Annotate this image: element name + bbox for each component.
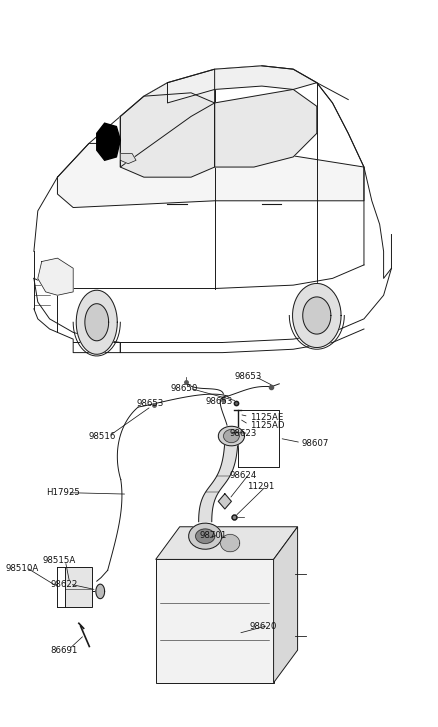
Text: 98620: 98620 — [250, 622, 277, 630]
Text: 98701: 98701 — [199, 531, 227, 540]
Text: 98624: 98624 — [230, 471, 257, 480]
Polygon shape — [215, 89, 317, 167]
Text: 98653: 98653 — [205, 397, 233, 406]
Polygon shape — [274, 527, 297, 683]
Text: 1125AE: 1125AE — [250, 413, 283, 422]
Polygon shape — [120, 69, 215, 167]
Polygon shape — [57, 143, 364, 207]
Text: 11291: 11291 — [247, 482, 275, 491]
Polygon shape — [223, 430, 239, 443]
Polygon shape — [196, 529, 215, 544]
Text: 98607: 98607 — [302, 439, 329, 448]
Polygon shape — [120, 93, 215, 177]
Polygon shape — [218, 494, 231, 509]
Polygon shape — [155, 559, 274, 683]
Polygon shape — [38, 258, 73, 295]
Polygon shape — [120, 153, 136, 164]
Polygon shape — [96, 585, 105, 598]
Text: 98653: 98653 — [137, 399, 164, 408]
Polygon shape — [303, 297, 331, 334]
Text: 98653: 98653 — [234, 372, 261, 381]
Polygon shape — [167, 66, 317, 103]
Polygon shape — [199, 440, 238, 522]
Text: 98510A: 98510A — [5, 563, 38, 573]
Polygon shape — [155, 527, 297, 559]
Polygon shape — [219, 426, 244, 446]
Text: 98650: 98650 — [170, 384, 198, 393]
Text: 98515A: 98515A — [42, 556, 75, 566]
Polygon shape — [65, 566, 92, 606]
Text: 86691: 86691 — [50, 646, 78, 654]
Text: 98516: 98516 — [88, 432, 115, 441]
Text: 98623: 98623 — [230, 430, 257, 438]
Polygon shape — [293, 284, 341, 348]
Text: 1125AD: 1125AD — [250, 421, 284, 430]
Polygon shape — [97, 123, 120, 160]
Text: H17925: H17925 — [46, 488, 81, 497]
Polygon shape — [189, 523, 222, 549]
Polygon shape — [76, 290, 117, 354]
Polygon shape — [85, 304, 109, 341]
Polygon shape — [221, 534, 240, 552]
Text: 98622: 98622 — [50, 579, 78, 589]
